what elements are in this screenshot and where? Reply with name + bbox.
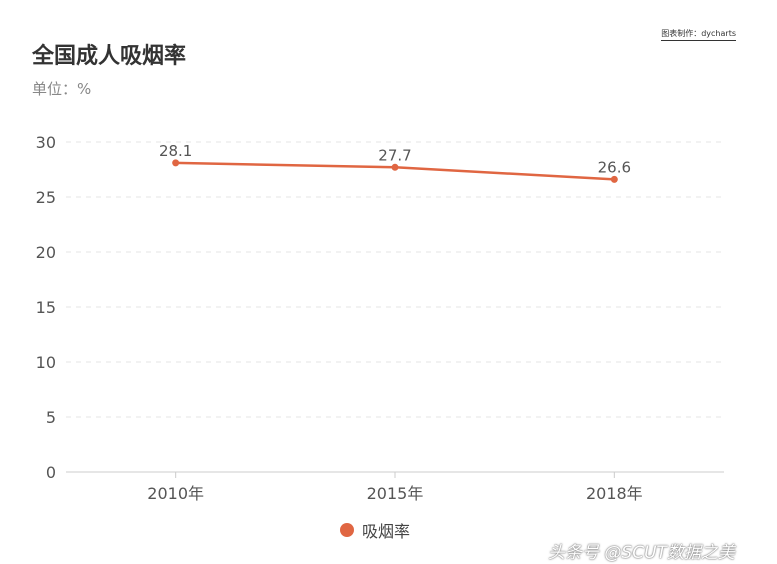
y-tick-label: 25 bbox=[36, 188, 56, 207]
y-axis: 0 5 10 15 20 25 30 bbox=[36, 133, 56, 482]
y-tick-label: 30 bbox=[36, 133, 56, 152]
data-point bbox=[391, 163, 399, 171]
x-axis: 2010年 2015年 2018年 bbox=[66, 471, 724, 503]
x-tick-label: 2018年 bbox=[586, 484, 643, 503]
chart-credit[interactable]: 图表制作：dycharts bbox=[661, 28, 736, 41]
legend-marker-icon bbox=[340, 523, 354, 537]
x-tick-label: 2015年 bbox=[367, 484, 424, 503]
grid-lines bbox=[66, 141, 724, 418]
data-point bbox=[172, 159, 180, 167]
y-tick-label: 20 bbox=[36, 243, 56, 262]
data-label: 28.1 bbox=[159, 142, 192, 160]
y-tick-label: 5 bbox=[46, 408, 56, 427]
y-tick-label: 15 bbox=[36, 298, 56, 317]
data-label: 27.7 bbox=[378, 146, 411, 164]
y-tick-label: 0 bbox=[46, 463, 56, 482]
chart-title: 全国成人吸烟率 bbox=[32, 44, 187, 69]
data-point bbox=[610, 175, 618, 183]
legend-label: 吸烟率 bbox=[362, 522, 411, 541]
chart-unit: 单位：% bbox=[32, 80, 92, 98]
x-tick-label: 2010年 bbox=[147, 484, 204, 503]
legend[interactable]: 吸烟率 bbox=[340, 518, 410, 542]
y-tick-label: 10 bbox=[36, 353, 56, 372]
series-layer: 28.1 27.7 26.6 bbox=[159, 142, 631, 183]
watermark: 头条号 @SCUT数据之美 bbox=[548, 543, 735, 563]
data-label: 26.6 bbox=[598, 158, 631, 176]
